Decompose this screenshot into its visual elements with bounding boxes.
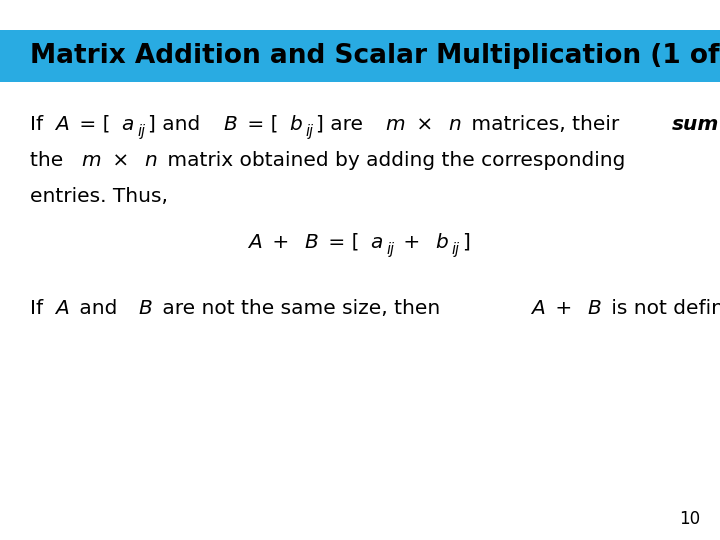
Text: 10: 10 xyxy=(679,510,700,528)
Text: A: A xyxy=(248,233,262,252)
Text: Matrix Addition and Scalar Multiplication (1 of 3): Matrix Addition and Scalar Multiplicatio… xyxy=(30,43,720,69)
Text: a: a xyxy=(370,233,383,252)
Text: B: B xyxy=(223,115,237,134)
Text: A: A xyxy=(55,115,69,134)
Text: a: a xyxy=(121,115,134,134)
Text: ×: × xyxy=(107,151,136,170)
Text: n: n xyxy=(145,151,158,170)
Text: ij: ij xyxy=(138,124,145,139)
Text: ] and: ] and xyxy=(148,115,206,134)
Text: A: A xyxy=(55,299,69,318)
Text: ]: ] xyxy=(462,233,469,252)
Text: B: B xyxy=(138,299,152,318)
Text: A: A xyxy=(531,299,545,318)
Text: is not defined.: is not defined. xyxy=(605,299,720,318)
Text: matrix obtained by adding the corresponding: matrix obtained by adding the correspond… xyxy=(161,151,626,170)
Text: = [: = [ xyxy=(73,115,110,134)
Text: B: B xyxy=(304,233,318,252)
Text: +: + xyxy=(397,233,426,252)
Text: ij: ij xyxy=(451,242,459,257)
Text: n: n xyxy=(449,115,462,134)
Text: ij: ij xyxy=(306,124,314,139)
Text: the: the xyxy=(30,151,70,170)
Text: matrices, their: matrices, their xyxy=(465,115,626,134)
Text: b: b xyxy=(435,233,448,252)
Text: b: b xyxy=(289,115,302,134)
Text: ] are: ] are xyxy=(316,115,369,134)
Text: entries. Thus,: entries. Thus, xyxy=(30,187,168,206)
Text: = [: = [ xyxy=(241,115,279,134)
Text: If: If xyxy=(30,299,50,318)
Text: and: and xyxy=(73,299,124,318)
Text: ij: ij xyxy=(387,242,395,257)
Text: ×: × xyxy=(410,115,440,134)
Text: m: m xyxy=(81,151,101,170)
Text: = [: = [ xyxy=(322,233,359,252)
Text: sum: sum xyxy=(672,115,719,134)
Text: B: B xyxy=(587,299,601,318)
Text: m: m xyxy=(385,115,405,134)
Text: +: + xyxy=(549,299,578,318)
Bar xyxy=(0,30,720,82)
Text: are not the same size, then: are not the same size, then xyxy=(156,299,446,318)
Text: If: If xyxy=(30,115,50,134)
Text: +: + xyxy=(266,233,296,252)
